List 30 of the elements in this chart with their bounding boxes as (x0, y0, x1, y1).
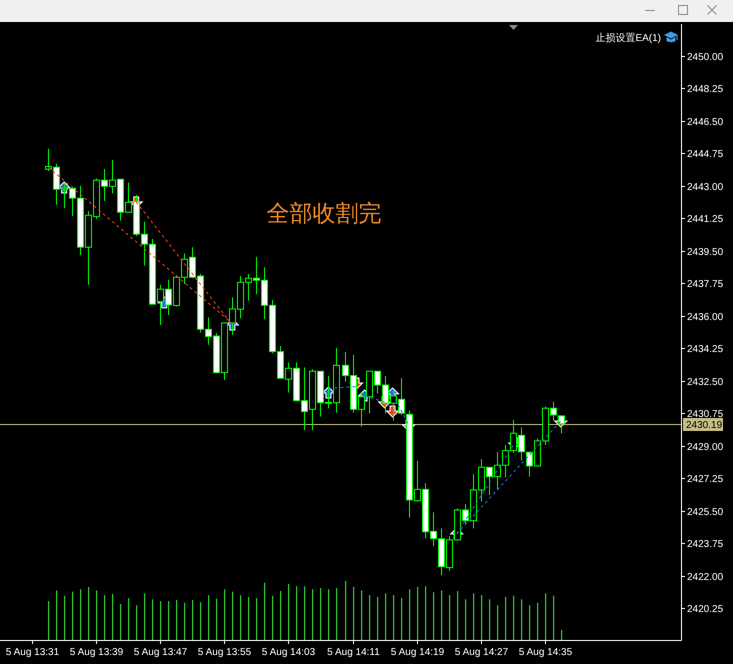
annotation: 全部收割完 (266, 201, 382, 226)
y-tick-label: 2450.00 (687, 52, 724, 63)
y-tick-label: 2439.50 (687, 247, 724, 258)
y-tick-label: 2434.25 (687, 344, 724, 355)
y-tick-label: 2425.50 (687, 507, 724, 518)
y-tick-label: 2448.25 (687, 84, 724, 95)
x-tick-label: 5 Aug 14:11 (327, 647, 380, 658)
y-tick-label: 2446.50 (687, 117, 724, 128)
y-tick-label: 2427.25 (687, 474, 724, 485)
y-tick-label: 2432.50 (687, 377, 724, 388)
y-tick-label: 2423.75 (687, 539, 724, 550)
x-tick-label: 5 Aug 14:35 (518, 647, 573, 658)
y-tick-label: 2441.25 (687, 214, 724, 225)
x-tick-label: 5 Aug 13:47 (134, 647, 188, 658)
y-tick-label: 2429.00 (687, 442, 724, 453)
y-tick-label: 2443.00 (687, 182, 724, 193)
y-tick-label: 2422.00 (687, 572, 724, 583)
y-tick-label: 2430.75 (687, 409, 724, 420)
ref-line-label: 2430.19 (686, 420, 723, 431)
x-tick-label: 5 Aug 14:19 (390, 647, 445, 658)
x-tick-label: 5 Aug 14:27 (454, 647, 509, 658)
y-tick-label: 2437.75 (687, 279, 724, 290)
annotation: 止损设置EA(1) (595, 32, 661, 44)
y-tick-label: 2436.00 (687, 312, 724, 323)
x-tick-label: 5 Aug 13:55 (198, 647, 252, 658)
y-tick-label: 2444.75 (687, 149, 724, 160)
x-tick-label: 5 Aug 13:31 (6, 647, 60, 658)
x-tick-label: 5 Aug 14:03 (262, 647, 316, 658)
y-tick-label: 2420.25 (687, 604, 724, 615)
x-tick-label: 5 Aug 13:39 (70, 647, 124, 658)
